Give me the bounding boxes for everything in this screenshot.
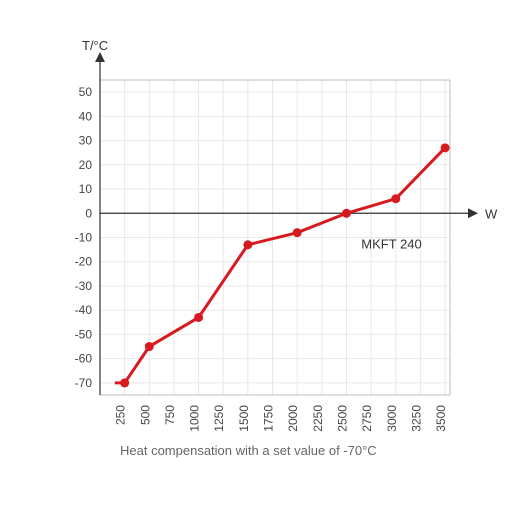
x-tick-label: 2250 [311,405,325,432]
x-tick-label: 3250 [409,405,423,432]
y-tick-label: -10 [75,231,93,245]
y-tick-label: 20 [79,158,93,172]
y-tick-label: 50 [79,85,93,99]
x-tick-label: 2750 [360,405,374,432]
y-tick-label: 40 [79,109,93,123]
y-tick-label: 10 [79,182,93,196]
data-point [145,342,154,351]
chart-svg: -70 -60 -50 -40 -30 -20 -10 0 10 20 30 40 50 250 500 75… [0,0,515,515]
data-point [243,240,252,249]
y-tick-label: -50 [75,327,93,341]
x-tick-label: 3500 [434,405,448,432]
x-tick-label: 2000 [286,405,300,432]
data-point [342,209,351,218]
x-axis-label: W [485,206,498,221]
y-tick-label: -60 [75,352,93,366]
x-tick-label: 1750 [262,405,276,432]
x-tick-label: 2500 [335,405,349,432]
x-tick-label: 3000 [385,405,399,432]
data-point [391,194,400,203]
y-tick-label: -20 [75,255,93,269]
x-tick-label: 1250 [212,405,226,432]
y-tick-label: -40 [75,303,93,317]
x-tick-label: 750 [163,405,177,425]
x-tick-label: 500 [138,405,152,425]
y-tick-label: -70 [75,376,93,390]
y-tick-label: 30 [79,134,93,148]
data-point [120,378,129,387]
x-tick-label: 250 [114,405,128,425]
y-tick-label: 0 [85,206,92,220]
heat-compensation-chart: -70 -60 -50 -40 -30 -20 -10 0 10 20 30 40 50 250 500 75… [0,0,515,515]
series-label: MKFT 240 [361,237,421,252]
data-point [293,228,302,237]
x-tick-label: 1000 [188,405,202,432]
chart-caption: Heat compensation with a set value of -7… [120,443,377,458]
data-point [441,143,450,152]
x-tick-label: 1500 [237,405,251,432]
y-tick-label: -30 [75,279,93,293]
y-axis-label: T/°C [82,38,108,53]
data-point [194,313,203,322]
